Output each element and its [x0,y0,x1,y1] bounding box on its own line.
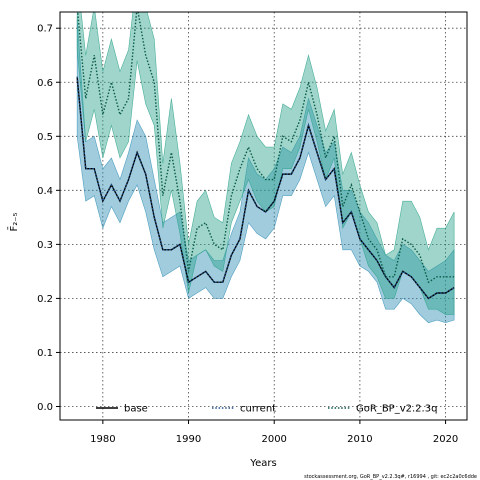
x-axis: 1980 1990 2000 2010 2020 [90,420,458,445]
y-tick-label: 0.0 [37,402,53,413]
y-tick-label: 0.1 [37,348,53,359]
x-axis-title: Years [249,458,276,469]
x-tick-label: 1980 [90,434,115,445]
series-line [76,76,455,300]
legend-label: current [240,404,276,415]
y-tick-label: 0.3 [37,240,53,251]
series-lines [76,12,455,300]
legend-label: base [124,404,148,415]
grid [60,12,467,420]
plot-frame [59,11,468,421]
series-line [76,12,455,284]
y-tick-label: 0.7 [37,24,53,35]
footnote: stockassessment.org, GoR_BP_v2.2.3q#, r1… [304,474,477,480]
x-tick-label: 2020 [433,434,458,445]
y-tick-label: 0.6 [37,78,53,89]
y-axis: 0.0 0.1 0.2 0.3 0.4 0.5 0.6 0.7 [37,24,60,413]
legend: base current GoR_BP_v2.2.3q [96,404,437,415]
y-tick-label: 0.2 [37,294,53,305]
x-tick-label: 2000 [261,434,286,445]
y-tick-label: 0.5 [37,132,53,143]
x-tick-label: 1990 [176,434,201,445]
x-tick-label: 2010 [347,434,372,445]
y-tick-label: 0.4 [37,186,53,197]
legend-label: GoR_BP_v2.2.3q [356,404,437,415]
y-axis-title: F̄₂₋₅ [7,212,20,231]
